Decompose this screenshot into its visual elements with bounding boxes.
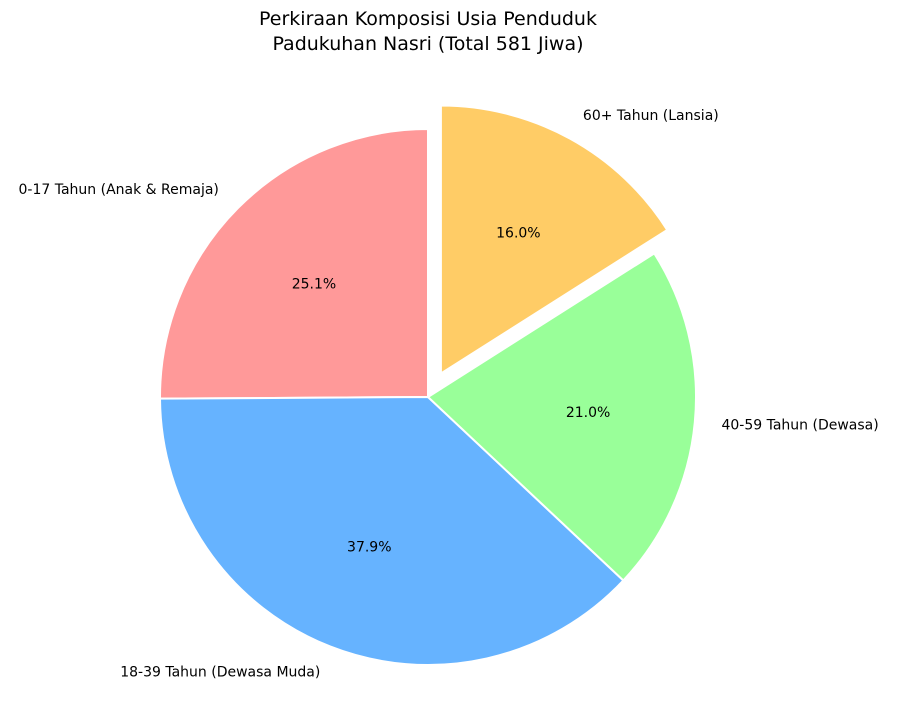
pie-slice-1 [159,396,625,666]
pie-slice-3 [439,104,669,375]
chart-title-line-2: Padukuhan Nasri (Total 581 Jiwa) [272,33,583,55]
chart-title-line-1: Perkiraan Komposisi Usia Penduduk [259,8,597,30]
pie-percent-label-1: 37.9% [347,540,391,556]
pie-labels: 25.1% 0-17 Tahun (Anak & Remaja) 37.9% 18-3… [19,108,879,680]
pie-slices [159,104,697,666]
pie-category-label-3: 60+ Tahun (Lansia) [583,108,719,124]
pie-category-label-0: 0-17 Tahun (Anak & Remaja) [19,182,219,198]
pie-category-label-1: 18-39 Tahun (Dewasa Muda) [120,664,320,680]
pie-percent-label-0: 25.1% [292,277,336,293]
pie-percent-label-2: 21.0% [566,405,610,421]
pie-percent-label-3: 16.0% [496,226,540,242]
pie-slice-2 [427,252,697,582]
pie-category-label-2: 40-59 Tahun (Dewasa) [721,418,878,434]
pie-slice-0 [159,128,429,400]
